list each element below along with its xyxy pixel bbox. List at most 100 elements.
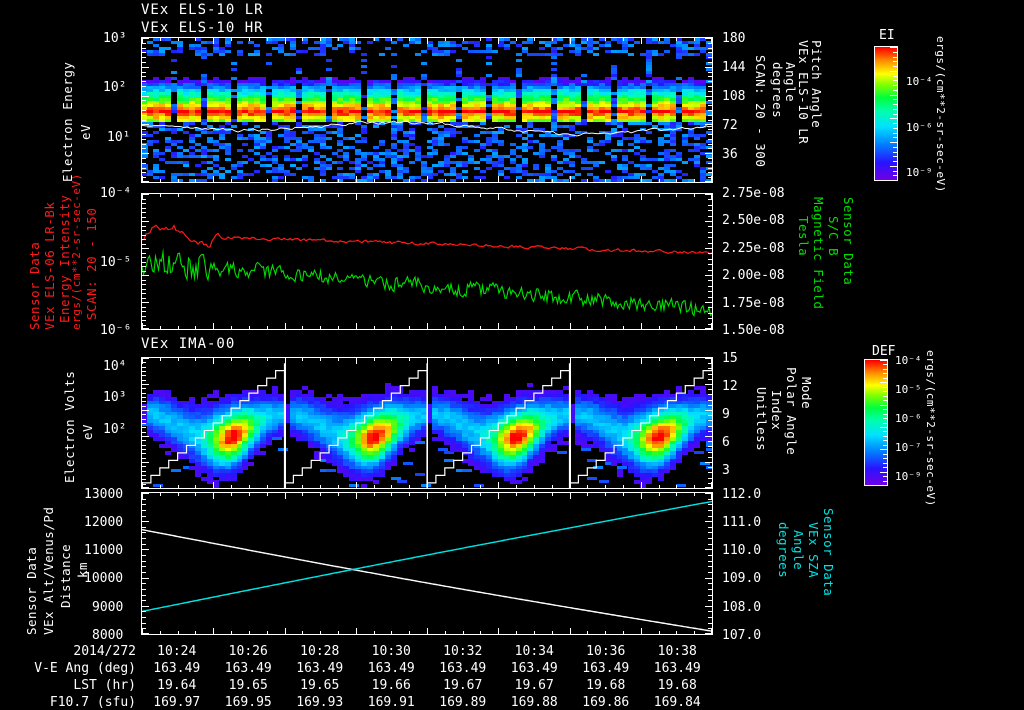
panel3-ylabel-1: eV	[80, 423, 95, 440]
bottom-cell-ve_ang-4: 163.49	[439, 661, 487, 676]
panel3-y2tick-2: 9	[722, 407, 730, 422]
panel3-y2tick-0: 15	[722, 351, 738, 366]
panel2-ytick-2: 10⁻⁶	[100, 323, 132, 338]
bottom-cell-time-6: 10:36	[586, 644, 626, 659]
panel3-colorbar-tick-1: 10⁻⁵	[895, 383, 922, 396]
panel4-ytick-3: 10000	[84, 571, 124, 586]
panel1-y2label-4: SCAN: 20 - 300	[753, 55, 768, 168]
panel3-ytick-1: 10³	[103, 390, 127, 405]
panel4-y2tick-1: 111.0	[722, 515, 762, 530]
bottom-cell-time-4: 10:32	[443, 644, 483, 659]
bottom-cell-f107-5: 169.88	[510, 695, 558, 710]
panel1-ytick-2: 10¹	[107, 130, 131, 145]
panel4-ytick-4: 9000	[92, 600, 124, 615]
panel4-y2tick-0: 112.0	[722, 487, 762, 502]
bottom-cell-time-7: 10:38	[657, 644, 697, 659]
panel3-colorbar-tick-2: 10⁻⁶	[895, 412, 922, 425]
panel1-ytick-1: 10²	[103, 80, 127, 95]
panel4-y2tick-3: 109.0	[722, 571, 762, 586]
bottom-cell-lst-6: 19.68	[586, 678, 626, 693]
bottom-cell-f107-3: 169.91	[367, 695, 415, 710]
panel4-y2label-3: degrees	[776, 522, 791, 579]
panel3-plot-area	[141, 357, 713, 489]
panel4-y2label-0: Sensor Data	[821, 508, 836, 597]
bottom-cell-time-0: 10:24	[157, 644, 197, 659]
panel3-colorbar-tick-4: 10⁻⁹	[895, 470, 922, 483]
bottom-cell-time-1: 10:26	[228, 644, 268, 659]
panel2-y2tick-0: 2.75e-08	[722, 186, 785, 201]
bottom-cell-lst-2: 19.65	[300, 678, 340, 693]
bottom-cell-time-5: 10:34	[514, 644, 554, 659]
panel1-y2label-1: VEx ELS-10 LR	[796, 40, 811, 145]
panel4-ytick-5: 8000	[92, 628, 124, 643]
panel4-ytick-2: 11000	[84, 543, 124, 558]
bottom-cell-lst-0: 19.64	[157, 678, 197, 693]
panel3-ytick-2: 10²	[103, 422, 127, 437]
bottom-cell-f107-2: 169.93	[296, 695, 344, 710]
panel1-y2tick-2: 108	[722, 89, 746, 104]
panel3-colorbar	[864, 359, 888, 486]
panel1-colorbar-tick-2: 10⁻⁹	[906, 166, 933, 179]
panel1-colorbar-tick-0: 10⁻⁴	[906, 75, 933, 88]
bottom-cell-lst-3: 19.66	[371, 678, 411, 693]
bottom-row-label-3: F10.7 (sfu)	[49, 695, 136, 710]
panel3-colorbar-tick-0: 10⁻⁴	[895, 354, 922, 367]
panel2-y2tick-3: 2.00e-08	[722, 268, 785, 283]
bottom-row-label-2: LST (hr)	[73, 678, 136, 693]
panel1-colorbar-units: ergs/(cm**2-sr-sec-eV)	[934, 36, 947, 193]
panel4-plot-area	[141, 492, 713, 635]
panel1-y2tick-3: 72	[722, 118, 738, 133]
panel1-y2tick-1: 144	[722, 60, 746, 75]
bottom-cell-lst-1: 19.65	[228, 678, 268, 693]
bottom-axis-table: 2014/272 V-E Ang (deg) LST (hr) F10.7 (sfu)…	[0, 640, 1024, 710]
panel1-ylabel-2: eV	[78, 123, 93, 140]
panel4-y2tick-4: 108.0	[722, 600, 762, 615]
panel2-ytick-1: 10⁻⁵	[100, 255, 132, 270]
panel2-y2tick-5: 1.50e-08	[722, 323, 785, 338]
panel3-y2label-3: Unitless	[754, 387, 769, 452]
panel3-y2tick-4: 3	[722, 463, 730, 478]
bottom-cell-ve_ang-0: 163.49	[153, 661, 201, 676]
panel1-ytick-0: 10³	[103, 31, 127, 46]
bottom-row-label-1: V-E Ang (deg)	[34, 661, 136, 676]
bottom-cell-ve_ang-5: 163.49	[510, 661, 558, 676]
bottom-cell-lst-7: 19.68	[657, 678, 697, 693]
panel2-y2label-3: Tesla	[796, 216, 811, 257]
bottom-cell-f107-6: 169.86	[582, 695, 630, 710]
bottom-cell-time-2: 10:28	[300, 644, 340, 659]
panel3-y2tick-3: 6	[722, 435, 730, 450]
panel1-y2tick-0: 180	[722, 31, 746, 46]
bottom-cell-f107-7: 169.84	[653, 695, 701, 710]
bottom-row-label-0: 2014/272	[73, 644, 136, 659]
panel3-colorbar-title: DEF	[872, 344, 896, 359]
panel1-title-line1: VEx ELS-10 LR	[141, 2, 264, 18]
panel1-plot-area	[141, 37, 713, 183]
panel3-title: VEx IMA-00	[141, 336, 236, 352]
bottom-cell-ve_ang-6: 163.49	[582, 661, 630, 676]
panel2-y2tick-1: 2.50e-08	[722, 213, 785, 228]
bottom-cell-time-3: 10:30	[371, 644, 411, 659]
bottom-cell-f107-0: 169.97	[153, 695, 201, 710]
bottom-cell-lst-4: 19.67	[443, 678, 483, 693]
bottom-cell-ve_ang-7: 163.49	[653, 661, 701, 676]
bottom-cell-ve_ang-3: 163.49	[367, 661, 415, 676]
panel2-plot-area	[141, 193, 713, 330]
panel3-y2tick-1: 12	[722, 379, 738, 394]
panel4-ytick-0: 13000	[84, 487, 124, 502]
panel2-y2tick-2: 2.25e-08	[722, 241, 785, 256]
panel3-colorbar-units: ergs/(cm**2-sr-sec-eV)	[924, 350, 937, 507]
panel2-y2label-2: Magnetic Field	[811, 197, 826, 310]
panel1-y2tick-4: 36	[722, 147, 738, 162]
panel1-colorbar-title: EI	[879, 28, 895, 43]
bottom-cell-ve_ang-1: 163.49	[224, 661, 272, 676]
bottom-cell-f107-1: 169.95	[224, 695, 272, 710]
panel4-y2tick-2: 110.0	[722, 543, 762, 558]
panel4-y2tick-5: 107.0	[722, 628, 762, 643]
panel2-y2tick-4: 1.75e-08	[722, 296, 785, 311]
panel1-colorbar-tick-1: 10⁻⁶	[906, 121, 933, 134]
panel2-ytick-0: 10⁻⁴	[100, 186, 132, 201]
panel3-colorbar-tick-3: 10⁻⁷	[895, 441, 922, 454]
bottom-cell-lst-5: 19.67	[514, 678, 554, 693]
panel4-ytick-1: 12000	[84, 515, 124, 530]
